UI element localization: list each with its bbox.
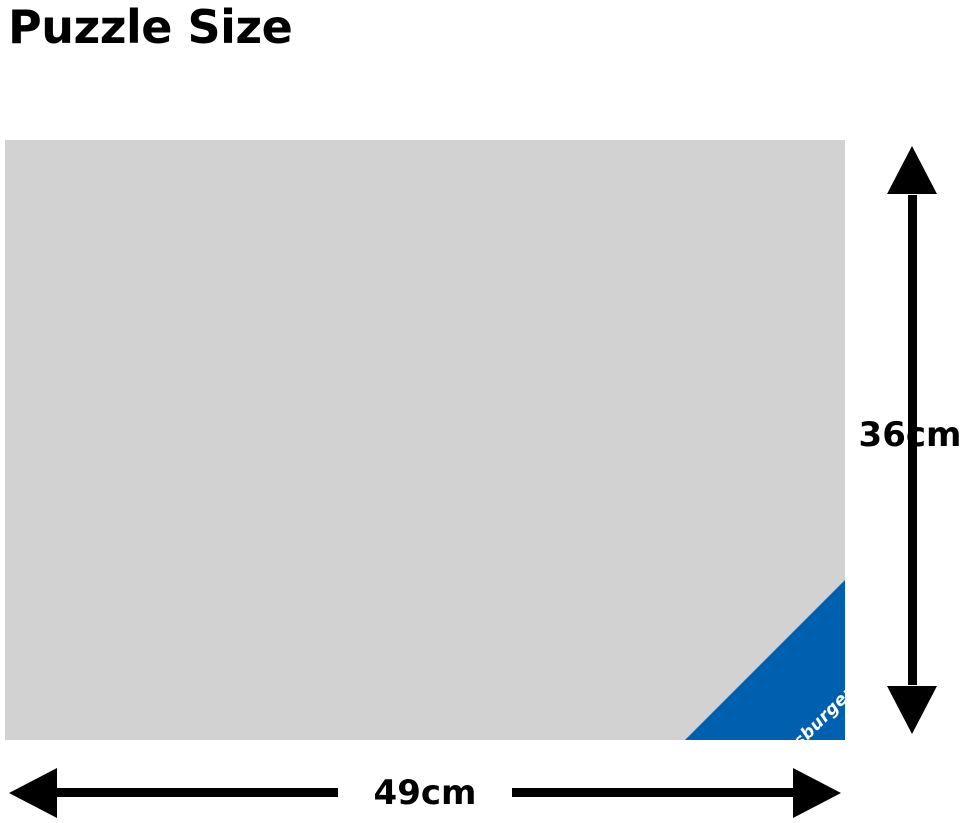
height-dimension: [880, 140, 940, 740]
height-dimension-line: [908, 195, 917, 685]
arrow-up-icon: [887, 146, 937, 194]
arrow-right-icon: [793, 768, 841, 818]
arrow-down-icon: [887, 686, 937, 734]
puzzle-area: Ravensburger: [5, 140, 845, 740]
width-dimension-line-right: [512, 788, 797, 797]
arrow-left-icon: [9, 768, 57, 818]
width-dimension: [5, 762, 845, 822]
page-title: Puzzle Size: [8, 0, 293, 54]
height-label: 36cm: [858, 415, 962, 455]
width-dimension-line-left: [53, 788, 338, 797]
brand-triangle-shape: [685, 580, 845, 740]
brand-corner: Ravensburger: [685, 580, 845, 740]
width-label: 49cm: [373, 773, 477, 813]
